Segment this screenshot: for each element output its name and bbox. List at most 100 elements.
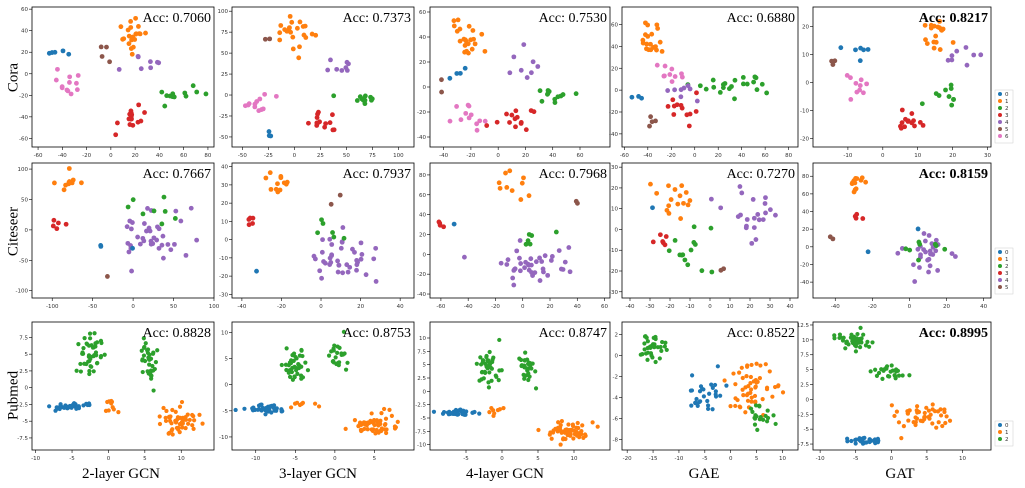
point-class-5 (648, 114, 654, 120)
x-tick-label: 0 (500, 456, 504, 462)
y-tick-label: -20 (800, 262, 809, 268)
point-class-2 (526, 232, 532, 237)
point-class-4 (373, 279, 379, 284)
point-class-4 (148, 65, 154, 71)
point-class-2 (710, 77, 716, 83)
x-tick-label: 25 (317, 153, 324, 159)
point-class-1 (132, 37, 138, 42)
x-tick-label: 20 (949, 153, 956, 159)
x-tick-label: 20 (357, 304, 364, 310)
point-class-1 (940, 423, 945, 429)
point-class-4 (525, 261, 531, 267)
y-tick-label: -10 (219, 256, 228, 262)
point-class-4 (339, 239, 345, 245)
y-tick-label: 2.5 (417, 376, 426, 382)
point-class-2 (533, 386, 539, 391)
point-class-2 (289, 369, 295, 375)
y-tick-label: -30 (219, 292, 228, 298)
point-class-5 (649, 119, 655, 125)
point-class-2 (130, 197, 136, 203)
point-class-1 (173, 420, 179, 425)
panel-frame (429, 6, 611, 148)
point-class-4 (548, 258, 554, 263)
x-tick-label: -40 (831, 304, 840, 310)
point-class-0 (713, 389, 718, 394)
point-class-2 (837, 332, 843, 337)
point-class-1 (685, 202, 691, 208)
point-class-1 (679, 183, 685, 189)
point-class-2 (88, 354, 93, 359)
point-class-4 (954, 48, 960, 54)
point-class-1 (570, 422, 575, 427)
point-class-3 (898, 123, 903, 129)
point-class-4 (354, 267, 359, 273)
point-class-4 (327, 236, 333, 242)
point-class-6 (662, 73, 667, 79)
point-class-3 (660, 239, 666, 244)
point-class-1 (916, 409, 922, 415)
y-tick-label: 75 (221, 30, 228, 36)
point-class-1 (580, 423, 585, 428)
point-class-1 (749, 399, 754, 404)
point-class-4 (749, 240, 755, 246)
point-class-2 (709, 269, 715, 275)
point-class-2 (486, 363, 491, 368)
point-class-0 (250, 406, 255, 411)
point-class-3 (686, 123, 692, 129)
point-class-2 (153, 360, 158, 365)
point-class-2 (750, 409, 755, 414)
point-class-2 (753, 403, 759, 408)
point-class-1 (462, 43, 468, 48)
point-class-1 (190, 423, 195, 428)
point-class-0 (58, 404, 63, 409)
y-tick-label: 7.5 (417, 349, 426, 355)
point-class-1 (763, 362, 768, 367)
point-class-4 (694, 98, 700, 104)
point-class-1 (722, 378, 727, 383)
point-class-1 (590, 420, 595, 425)
y-tick-label: 7.5 (800, 353, 809, 359)
x-tick-label: 5 (755, 456, 759, 462)
point-class-2 (102, 352, 107, 357)
point-class-2 (740, 75, 746, 80)
point-class-2 (876, 370, 882, 376)
point-class-2 (917, 241, 923, 247)
x-tick-label: 30 (767, 304, 774, 310)
point-class-3 (314, 115, 320, 120)
point-class-1 (294, 25, 300, 31)
point-class-2 (526, 360, 532, 365)
point-class-0 (457, 70, 463, 76)
point-class-1 (316, 404, 322, 409)
point-class-2 (757, 403, 762, 408)
point-class-4 (917, 265, 922, 270)
point-class-2 (645, 345, 650, 351)
x-tick-label: 10 (959, 456, 966, 462)
point-class-1 (454, 28, 460, 34)
x-tick-label: 20 (522, 153, 529, 159)
y-tick-label: 5 (225, 357, 229, 363)
point-class-6 (246, 101, 252, 107)
point-class-2 (499, 368, 504, 373)
point-class-3 (513, 124, 518, 130)
x-tick-label: -60 (34, 153, 43, 159)
point-class-3 (860, 216, 866, 221)
x-tick-label: 100 (393, 153, 404, 159)
point-class-1 (275, 181, 280, 187)
point-class-5 (575, 200, 580, 206)
point-class-4 (322, 260, 328, 266)
x-tick-label: 10 (571, 456, 578, 462)
point-class-6 (74, 80, 79, 86)
y-tick-label: -20 (219, 274, 228, 280)
y-tick-label: 25 (221, 72, 228, 78)
point-class-1 (926, 408, 931, 413)
point-class-0 (707, 391, 712, 396)
point-class-6 (55, 66, 60, 72)
point-class-4 (540, 266, 546, 272)
point-class-1 (136, 24, 141, 29)
point-class-4 (542, 253, 548, 259)
point-class-2 (552, 100, 558, 105)
point-class-2 (771, 413, 776, 418)
point-class-3 (494, 119, 500, 125)
point-class-6 (67, 74, 73, 80)
point-class-4 (532, 270, 538, 276)
